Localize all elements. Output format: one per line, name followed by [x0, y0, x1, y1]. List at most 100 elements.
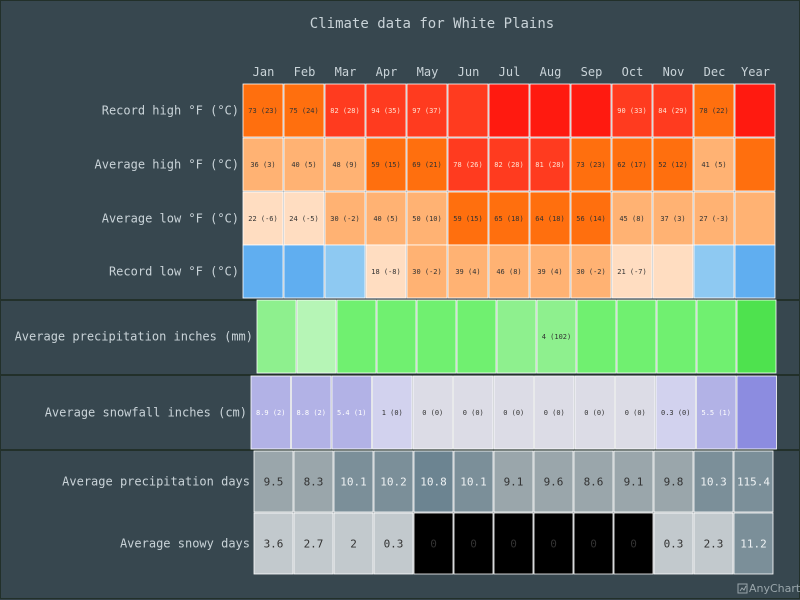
heatmap-cell[interactable] [493, 450, 534, 513]
heatmap-cell[interactable] [536, 299, 577, 374]
heatmap-cell[interactable] [324, 191, 366, 246]
heatmap-cell[interactable] [734, 137, 776, 192]
heatmap-cell[interactable] [293, 450, 334, 513]
heatmap-cell[interactable] [406, 244, 448, 299]
heatmap-cell[interactable] [413, 512, 454, 575]
heatmap-cell[interactable] [456, 299, 497, 374]
heatmap-cell[interactable] [736, 375, 777, 450]
heatmap-cell[interactable] [333, 512, 374, 575]
heatmap-cell[interactable] [453, 512, 494, 575]
heatmap-cell[interactable] [529, 137, 571, 192]
heatmap-cell[interactable] [296, 299, 337, 374]
heatmap-cell[interactable] [613, 512, 654, 575]
heatmap-cell[interactable] [372, 375, 413, 450]
heatmap-cell[interactable] [336, 299, 377, 374]
heatmap-cell[interactable] [416, 299, 457, 374]
heatmap-cell[interactable] [534, 375, 575, 450]
heatmap-cell[interactable] [652, 244, 694, 299]
heatmap-cell[interactable] [453, 375, 494, 450]
heatmap-cell[interactable] [412, 375, 453, 450]
heatmap-cell[interactable] [611, 83, 653, 138]
heatmap-cell[interactable] [693, 244, 735, 299]
heatmap-cell[interactable] [242, 83, 284, 138]
heatmap-cell[interactable] [652, 137, 694, 192]
heatmap-cell[interactable] [488, 137, 530, 192]
heatmap-cell[interactable] [365, 83, 407, 138]
heatmap-cell[interactable] [447, 137, 489, 192]
heatmap-cell[interactable] [696, 299, 737, 374]
heatmap-cell[interactable] [253, 450, 294, 513]
heatmap-cell[interactable] [365, 191, 407, 246]
heatmap-cell[interactable] [283, 191, 325, 246]
heatmap-cell[interactable] [533, 512, 574, 575]
heatmap-cell[interactable] [242, 244, 284, 299]
heatmap-cell[interactable] [256, 299, 297, 374]
heatmap-cell[interactable] [655, 375, 696, 450]
heatmap-cell[interactable] [250, 375, 291, 450]
heatmap-cell[interactable] [733, 512, 774, 575]
heatmap-cell[interactable] [653, 512, 694, 575]
heatmap-cell[interactable] [373, 450, 414, 513]
heatmap-cell[interactable] [652, 191, 694, 246]
heatmap-cell[interactable] [573, 512, 614, 575]
heatmap-cell[interactable] [736, 299, 777, 374]
heatmap-cell[interactable] [611, 244, 653, 299]
heatmap-cell[interactable] [291, 375, 332, 450]
heatmap-cell[interactable] [493, 375, 534, 450]
heatmap-cell[interactable] [570, 244, 612, 299]
heatmap-cell[interactable] [406, 83, 448, 138]
heatmap-cell[interactable] [693, 512, 734, 575]
heatmap-cell[interactable] [570, 83, 612, 138]
heatmap-cell[interactable] [734, 83, 776, 138]
heatmap-cell[interactable] [574, 375, 615, 450]
heatmap-cell[interactable] [488, 191, 530, 246]
heatmap-cell[interactable] [652, 83, 694, 138]
heatmap-cell[interactable] [613, 450, 654, 513]
heatmap-cell[interactable] [576, 299, 617, 374]
heatmap-cell[interactable] [653, 450, 694, 513]
heatmap-cell[interactable] [615, 375, 656, 450]
heatmap-cell[interactable] [696, 375, 737, 450]
heatmap-cell[interactable] [570, 191, 612, 246]
heatmap-cell[interactable] [611, 137, 653, 192]
heatmap-cell[interactable] [573, 450, 614, 513]
heatmap-cell[interactable] [324, 137, 366, 192]
heatmap-cell[interactable] [570, 137, 612, 192]
heatmap-cell[interactable] [734, 191, 776, 246]
heatmap-cell[interactable] [283, 137, 325, 192]
heatmap-cell[interactable] [283, 244, 325, 299]
heatmap-cell[interactable] [529, 244, 571, 299]
heatmap-cell[interactable] [693, 450, 734, 513]
heatmap-cell[interactable] [447, 83, 489, 138]
heatmap-cell[interactable] [324, 83, 366, 138]
heatmap-cell[interactable] [656, 299, 697, 374]
heatmap-cell[interactable] [324, 244, 366, 299]
heatmap-cell[interactable] [333, 450, 374, 513]
heatmap-cell[interactable] [406, 191, 448, 246]
heatmap-cell[interactable] [529, 83, 571, 138]
heatmap-cell[interactable] [365, 137, 407, 192]
heatmap-cell[interactable] [488, 244, 530, 299]
heatmap-cell[interactable] [693, 83, 735, 138]
heatmap-cell[interactable] [413, 450, 454, 513]
heatmap-cell[interactable] [447, 244, 489, 299]
heatmap-cell[interactable] [242, 137, 284, 192]
heatmap-cell[interactable] [253, 512, 294, 575]
heatmap-cell[interactable] [488, 83, 530, 138]
heatmap-cell[interactable] [496, 299, 537, 374]
heatmap-cell[interactable] [493, 512, 534, 575]
credit-logo[interactable]: AnyChart [737, 582, 800, 595]
heatmap-cell[interactable] [453, 450, 494, 513]
heatmap-cell[interactable] [293, 512, 334, 575]
heatmap-cell[interactable] [376, 299, 417, 374]
heatmap-cell[interactable] [533, 450, 574, 513]
heatmap-cell[interactable] [406, 137, 448, 192]
heatmap-cell[interactable] [373, 512, 414, 575]
heatmap-cell[interactable] [616, 299, 657, 374]
heatmap-cell[interactable] [693, 137, 735, 192]
heatmap-cell[interactable] [331, 375, 372, 450]
heatmap-cell[interactable] [283, 83, 325, 138]
heatmap-cell[interactable] [734, 244, 776, 299]
heatmap-cell[interactable] [242, 191, 284, 246]
heatmap-cell[interactable] [733, 450, 774, 513]
